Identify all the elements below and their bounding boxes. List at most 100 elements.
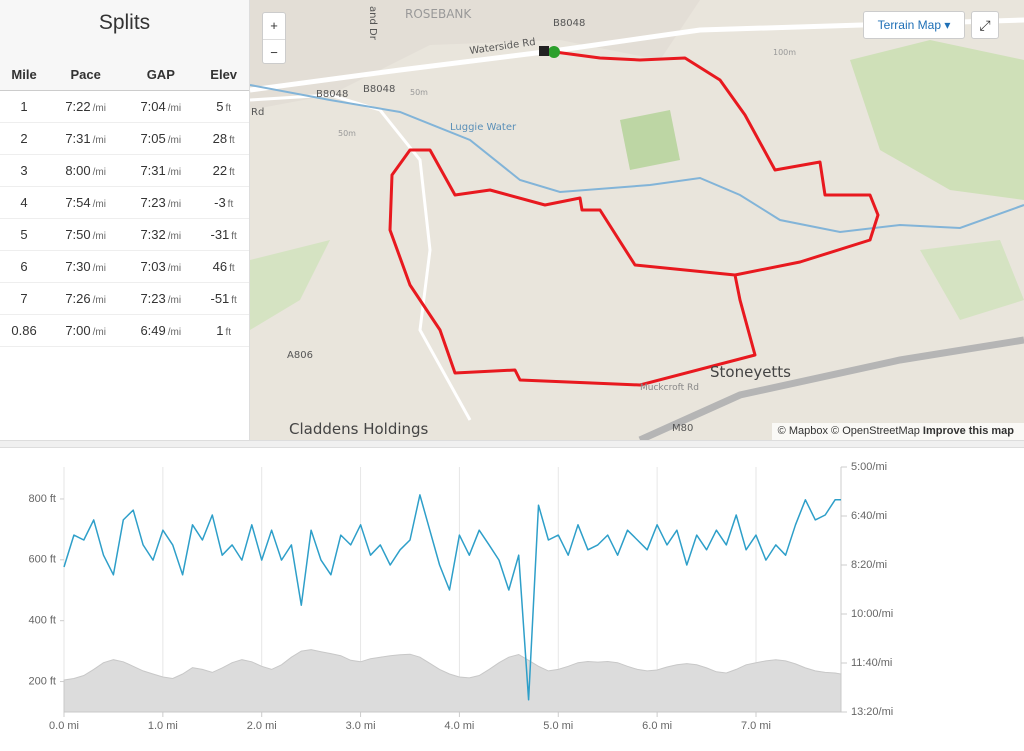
cell-unit: /mi xyxy=(167,327,182,338)
split-cell: 4 xyxy=(0,186,49,219)
map-label: ROSEBANK xyxy=(405,7,472,21)
cell-unit: /mi xyxy=(167,295,182,306)
split-cell: -51 ft xyxy=(198,282,249,315)
y-tick-label: 200 ft xyxy=(28,675,56,687)
fullscreen-button[interactable]: ⤢ xyxy=(971,11,999,39)
column-header: Elev xyxy=(198,58,249,91)
split-row: 5 7:50/mi 7:32/mi -31 ft xyxy=(0,218,249,251)
splits-table: Mile Pace GAP Elev 1 7:22/mi 7:04/mi 5 ft 2 7:31/m… xyxy=(0,58,249,347)
split-cell: 2 xyxy=(0,122,49,155)
zoom-in[interactable]: + xyxy=(263,13,285,40)
map-label: B8048 xyxy=(316,89,348,100)
cell-unit: ft xyxy=(225,103,232,114)
cell-value: 7:32 xyxy=(140,227,166,242)
cell-value: 28 xyxy=(212,131,228,146)
cell-unit: /mi xyxy=(92,167,106,178)
split-row: 0.86 7:00/mi 6:49/mi 1 ft xyxy=(0,314,249,347)
y2-tick-label: 10:00/mi xyxy=(851,608,893,620)
cell-value: 7:23 xyxy=(140,195,166,210)
cell-value: -31 xyxy=(210,227,230,242)
zoom-out[interactable]: − xyxy=(270,45,278,60)
split-cell: 7:23/mi xyxy=(123,186,199,219)
attribution-mapbox[interactable]: © Mapbox xyxy=(777,425,828,437)
split-cell: 7:04/mi xyxy=(123,90,199,123)
cell-value: 0.86 xyxy=(11,323,37,338)
split-row: 2 7:31/mi 7:05/mi 28 ft xyxy=(0,122,249,155)
splits-title: Splits xyxy=(0,0,249,58)
cell-unit: /mi xyxy=(92,199,106,210)
split-row: 6 7:30/mi 7:03/mi 46 ft xyxy=(0,250,249,283)
cell-value: 5 xyxy=(20,227,28,242)
cell-value: 1 xyxy=(20,99,28,114)
split-row: 3 8:00/mi 7:31/mi 22 ft xyxy=(0,154,249,187)
split-cell: 7:50/mi xyxy=(48,218,124,251)
map-label: Claddens Holdings xyxy=(289,420,429,438)
cell-value: 7:50 xyxy=(65,227,91,242)
column-header: Pace xyxy=(48,58,124,91)
x-tick-label: 4.0 mi xyxy=(444,720,474,732)
split-cell: 7:05/mi xyxy=(123,122,199,155)
cell-unit: ft xyxy=(227,199,234,210)
map-label: 100m xyxy=(773,48,796,57)
cell-value: 7:05 xyxy=(140,131,166,146)
split-cell: 7:23/mi xyxy=(123,282,199,315)
split-cell: 7:54/mi xyxy=(48,186,124,219)
cell-unit: /mi xyxy=(167,103,182,114)
zoom-control: + − xyxy=(262,12,286,64)
cell-value: -51 xyxy=(210,291,230,306)
map-type-button[interactable]: Terrain Map ▾ xyxy=(863,11,965,39)
cell-unit: /mi xyxy=(92,295,106,306)
split-cell: 7:32/mi xyxy=(123,218,199,251)
split-cell: 7:00/mi xyxy=(48,314,124,347)
x-tick-label: 2.0 mi xyxy=(247,720,277,732)
map-label: B8048 xyxy=(363,84,395,95)
cell-value: 6 xyxy=(20,259,28,274)
y2-tick-label: 8:20/mi xyxy=(851,559,887,571)
split-row: 4 7:54/mi 7:23/mi -3 ft xyxy=(0,186,249,219)
cell-unit: ft xyxy=(225,327,232,338)
resize-divider[interactable] xyxy=(0,440,1024,448)
y-tick-label: 600 ft xyxy=(28,554,56,566)
map-label: 50m xyxy=(338,129,356,138)
splits-panel: Splits Mile Pace GAP Elev 1 7:22/mi 7:04/mi 5 ft… xyxy=(0,0,250,440)
cell-unit: /mi xyxy=(167,135,182,146)
y2-tick-label: 5:00/mi xyxy=(851,461,887,473)
column-header: GAP xyxy=(123,58,199,91)
split-cell: 0.86 xyxy=(0,314,49,347)
split-cell: 28 ft xyxy=(198,122,249,155)
cell-value: 22 xyxy=(212,163,228,178)
split-cell: 8:00/mi xyxy=(48,154,124,187)
cell-value: 7:54 xyxy=(65,195,91,210)
cell-unit: /mi xyxy=(167,263,182,274)
cell-unit: /mi xyxy=(92,263,106,274)
x-tick-label: 1.0 mi xyxy=(148,720,178,732)
map-label: Luggie Water xyxy=(450,122,517,133)
cell-unit: ft xyxy=(229,167,235,178)
cell-value: 7:22 xyxy=(65,99,91,114)
cell-value: 7:03 xyxy=(140,259,166,274)
cell-value: 7:31 xyxy=(65,131,91,146)
cell-value: 7:30 xyxy=(65,259,91,274)
cell-unit: /mi xyxy=(92,103,106,114)
improve-map-link[interactable]: Improve this map xyxy=(922,425,1014,437)
map-label: Muckcroft Rd xyxy=(640,383,699,393)
map-label: Stoneyetts xyxy=(710,363,791,381)
split-cell: 5 xyxy=(0,218,49,251)
pace-line xyxy=(63,494,841,701)
attribution-osm[interactable]: © OpenStreetMap xyxy=(831,425,920,437)
map-canvas: ROSEBANK Waterside Rd B8048 B8048 B8048 … xyxy=(250,0,1024,440)
cell-value: 2 xyxy=(20,131,28,146)
map-label: M80 xyxy=(672,423,693,434)
x-tick-label: 3.0 mi xyxy=(346,720,376,732)
split-row: 7 7:26/mi 7:23/mi -51 ft xyxy=(0,282,249,315)
cell-unit: /mi xyxy=(92,135,106,146)
split-cell: 46 ft xyxy=(198,250,249,283)
cell-unit: ft xyxy=(229,135,235,146)
x-tick-label: 0.0 mi xyxy=(49,720,79,732)
split-cell: -31 ft xyxy=(198,218,249,251)
map-label: Rd xyxy=(251,107,264,118)
split-cell: 7:26/mi xyxy=(48,282,124,315)
cell-unit: /mi xyxy=(92,231,106,242)
split-row: 1 7:22/mi 7:04/mi 5 ft xyxy=(0,90,249,123)
split-cell: 7:03/mi xyxy=(123,250,199,283)
